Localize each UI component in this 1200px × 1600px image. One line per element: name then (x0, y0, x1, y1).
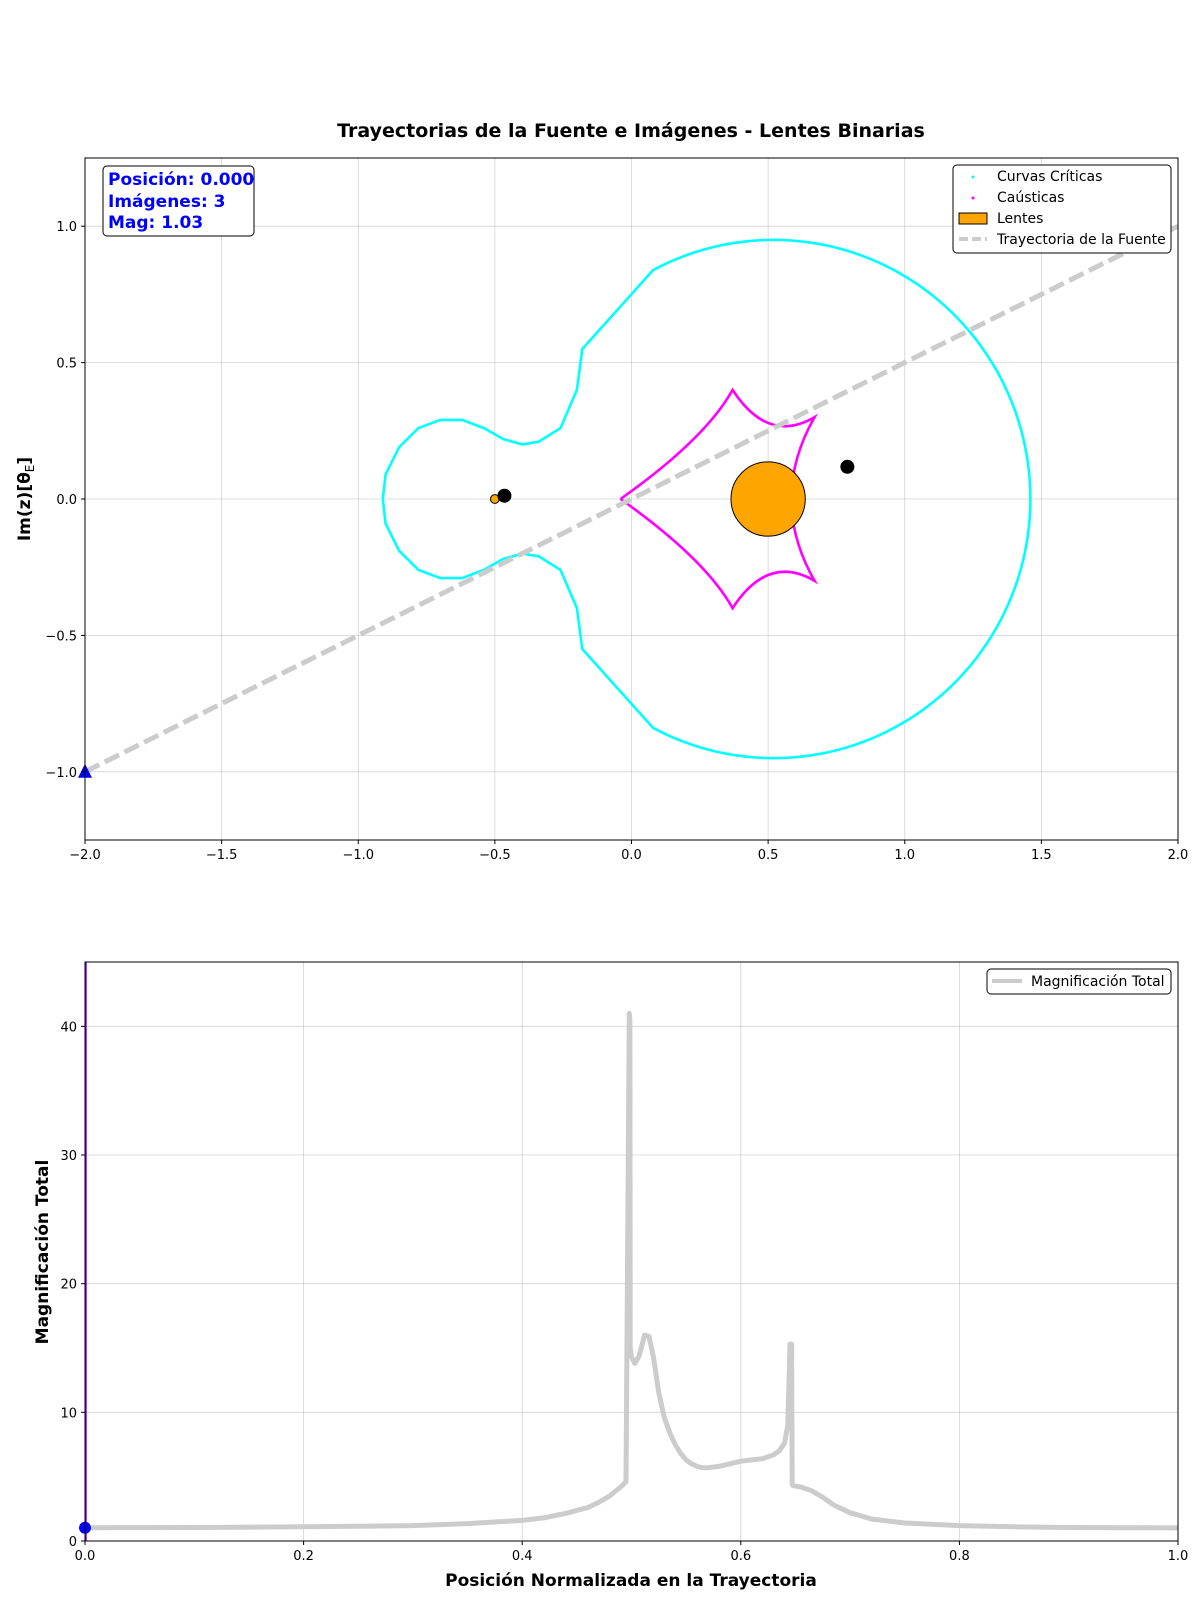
chart-title: Trayectorias de la Fuente e Imágenes - L… (337, 120, 925, 142)
bottom-x-tick-label: 0.4 (512, 1549, 533, 1564)
top-y-tick-label: 0.5 (56, 357, 77, 372)
legend-lens-patch (958, 212, 988, 225)
bottom-x-tick-label: 0.8 (949, 1549, 970, 1564)
info-mag: Mag: 1.03 (108, 213, 203, 233)
top-x-tick-label: −0.5 (479, 848, 511, 863)
magnification-panel: 0.0 0.2 0.4 0.6 0.8 1.0 0 10 20 30 40 Posición Nor… (33, 961, 1188, 1591)
top-x-tick-label: 1.5 (1031, 848, 1052, 863)
info-position: Posición: 0.000 (108, 170, 254, 190)
bottom-axes-frame (84, 961, 1179, 1542)
top-y-tick-label: 0.0 (56, 493, 77, 508)
top-x-tick-label: −2.0 (69, 848, 101, 863)
bottom-x-tick-label: 0.2 (293, 1549, 314, 1564)
bottom-plot-area (79, 962, 1179, 1541)
bottom-y-tick-label: 0 (69, 1535, 77, 1550)
legend-trajectory-label: Trayectoria de la Fuente (996, 232, 1166, 248)
top-x-tick-label: 0.0 (621, 848, 642, 863)
bottom-x-tick-label: 0.6 (730, 1549, 751, 1564)
info-box: Posición: 0.000 Imágenes: 3 Mag: 1.03 (102, 165, 255, 237)
bottom-y-axis-label: Magnificación Total (33, 1160, 53, 1345)
legend-magnification-label: Magnificación Total (1031, 974, 1165, 990)
legend-caustic-marker (971, 196, 975, 200)
top-ticks: −2.0 −1.5 −1.0 −0.5 0.0 0.5 1.0 1.5 2.0 −1.0 −0.5 0… (45, 220, 1188, 863)
top-x-tick-label: 0.5 (758, 848, 779, 863)
top-y-tick-label: −0.5 (45, 629, 77, 644)
bottom-x-tick-label: 1.0 (1168, 1549, 1189, 1564)
legend-lens-label: Lentes (997, 211, 1043, 227)
legend-critical-marker (971, 175, 975, 179)
top-legend: Curvas Críticas Caústicas Lentes Trayect… (952, 164, 1172, 254)
bottom-legend: Magnificación Total (986, 968, 1172, 995)
legend-caustic-label: Caústicas (997, 190, 1064, 206)
bottom-y-tick-label: 40 (60, 1020, 77, 1035)
top-y-tick-label: 1.0 (56, 220, 77, 235)
top-x-tick-label: 2.0 (1168, 848, 1189, 863)
bottom-x-tick-label: 0.0 (75, 1549, 96, 1564)
top-x-tick-label: −1.0 (342, 848, 374, 863)
bottom-y-tick-label: 20 (60, 1278, 77, 1293)
top-y-axis-label: Im(z)[θE] (15, 457, 37, 541)
top-grid (84, 158, 1179, 840)
critical-curve (381, 238, 1032, 760)
top-plot-area (78, 223, 1180, 778)
bottom-x-axis-label: Posición Normalizada en la Trayectoria (445, 1571, 817, 1591)
image-marker (497, 488, 512, 503)
info-images: Imágenes: 3 (108, 192, 226, 212)
bottom-ticks: 0.0 0.2 0.4 0.6 0.8 1.0 0 10 20 30 40 (60, 1020, 1188, 1564)
source-trajectory-line (83, 223, 1180, 775)
image-marker (840, 459, 855, 474)
top-x-tick-label: 1.0 (894, 848, 915, 863)
trajectory-panel: Trayectorias de la Fuente e Imágenes - L… (15, 120, 1188, 863)
bottom-y-tick-label: 30 (60, 1149, 77, 1164)
top-y-tick-label: −1.0 (45, 766, 77, 781)
magnification-series-line (84, 1011, 1179, 1531)
legend-critical-label: Curvas Críticas (997, 169, 1102, 185)
top-x-tick-label: −1.5 (206, 848, 238, 863)
bottom-y-tick-label: 10 (60, 1406, 77, 1421)
lens-marker (730, 461, 806, 537)
